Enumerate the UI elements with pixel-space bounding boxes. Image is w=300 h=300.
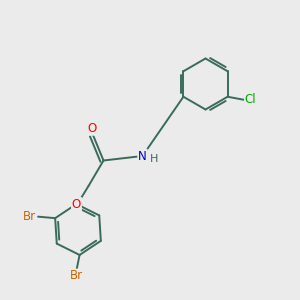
Text: Cl: Cl <box>245 93 256 106</box>
Text: Br: Br <box>23 210 36 223</box>
Text: H: H <box>150 154 158 164</box>
Text: O: O <box>72 198 81 211</box>
Text: N: N <box>138 149 147 163</box>
Text: O: O <box>87 122 96 135</box>
Text: Br: Br <box>70 269 83 283</box>
